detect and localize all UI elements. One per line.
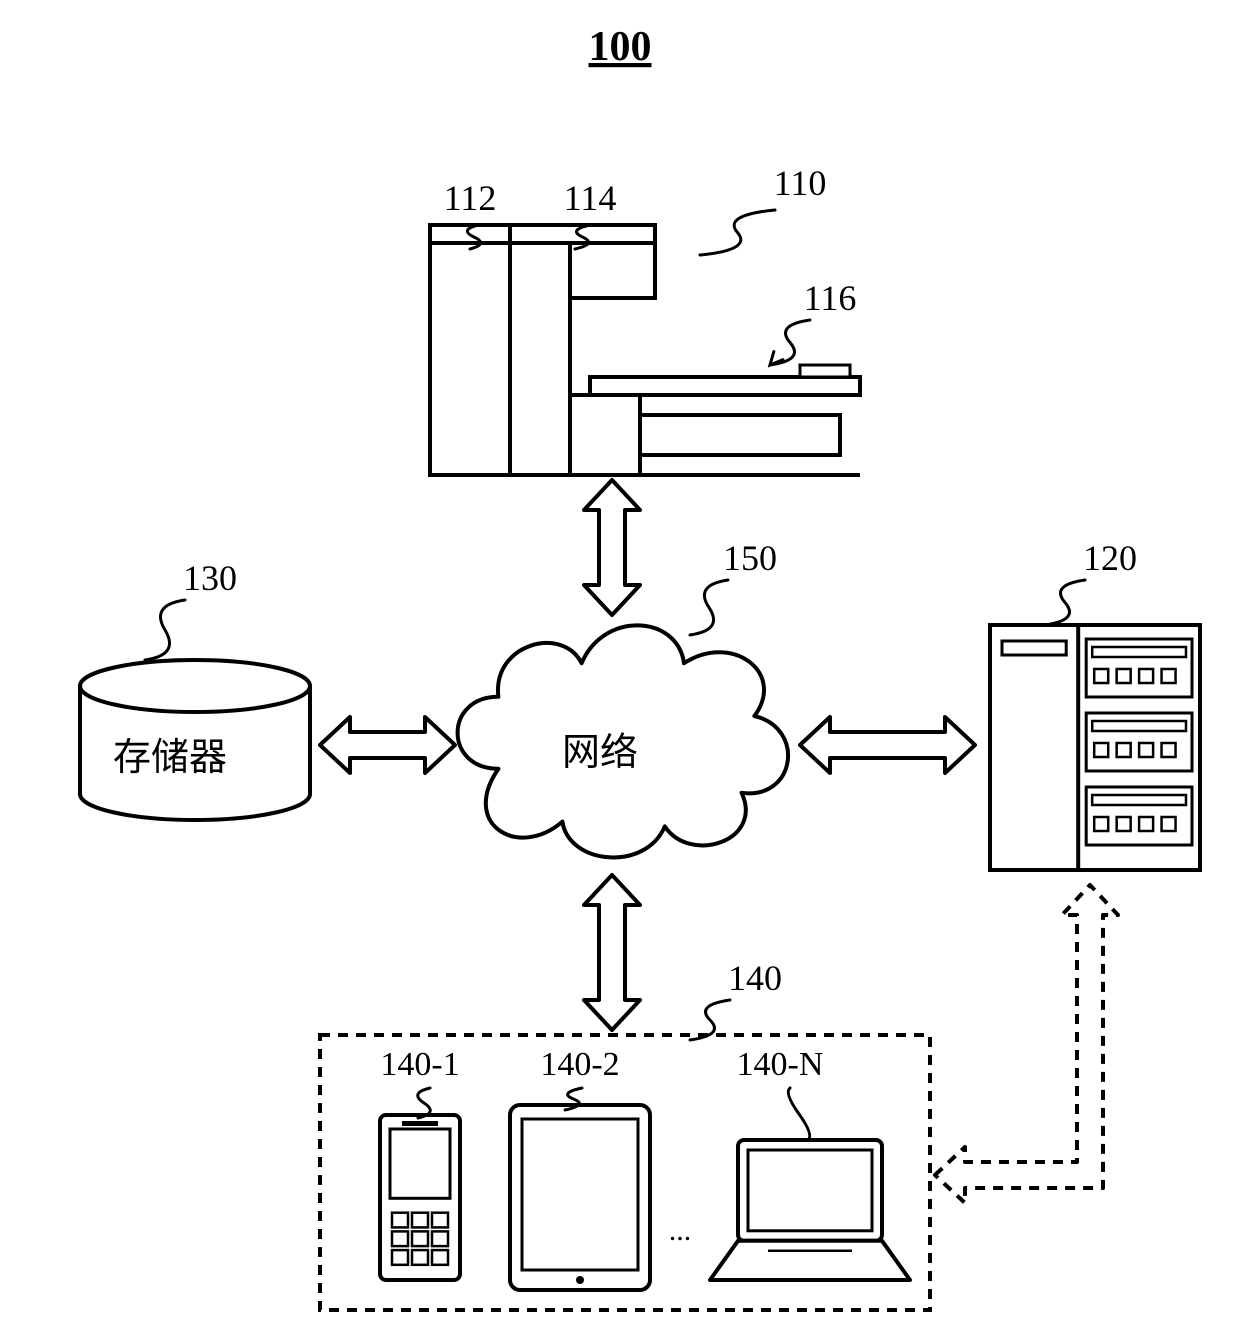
server-node bbox=[990, 625, 1200, 870]
label-120: 120 bbox=[1083, 538, 1137, 578]
label-140-1: 140-1 bbox=[380, 1046, 459, 1083]
storage-label: 存储器 bbox=[113, 737, 227, 779]
phone-node bbox=[380, 1115, 460, 1280]
label-110: 110 bbox=[774, 163, 827, 203]
label-140-2: 140-2 bbox=[540, 1046, 619, 1083]
tablet-node bbox=[510, 1105, 650, 1290]
label-114: 114 bbox=[564, 178, 617, 218]
label-150: 150 bbox=[723, 538, 777, 578]
network-label: 网络 bbox=[562, 732, 638, 774]
laptop-node bbox=[710, 1140, 910, 1280]
terminals-ellipsis: ... bbox=[669, 1214, 692, 1247]
label-130: 130 bbox=[183, 558, 237, 598]
label-140-N: 140-N bbox=[737, 1046, 824, 1083]
figure-title: 100 bbox=[589, 24, 652, 70]
label-140: 140 bbox=[728, 958, 782, 998]
label-112: 112 bbox=[444, 178, 497, 218]
label-116: 116 bbox=[804, 278, 857, 318]
